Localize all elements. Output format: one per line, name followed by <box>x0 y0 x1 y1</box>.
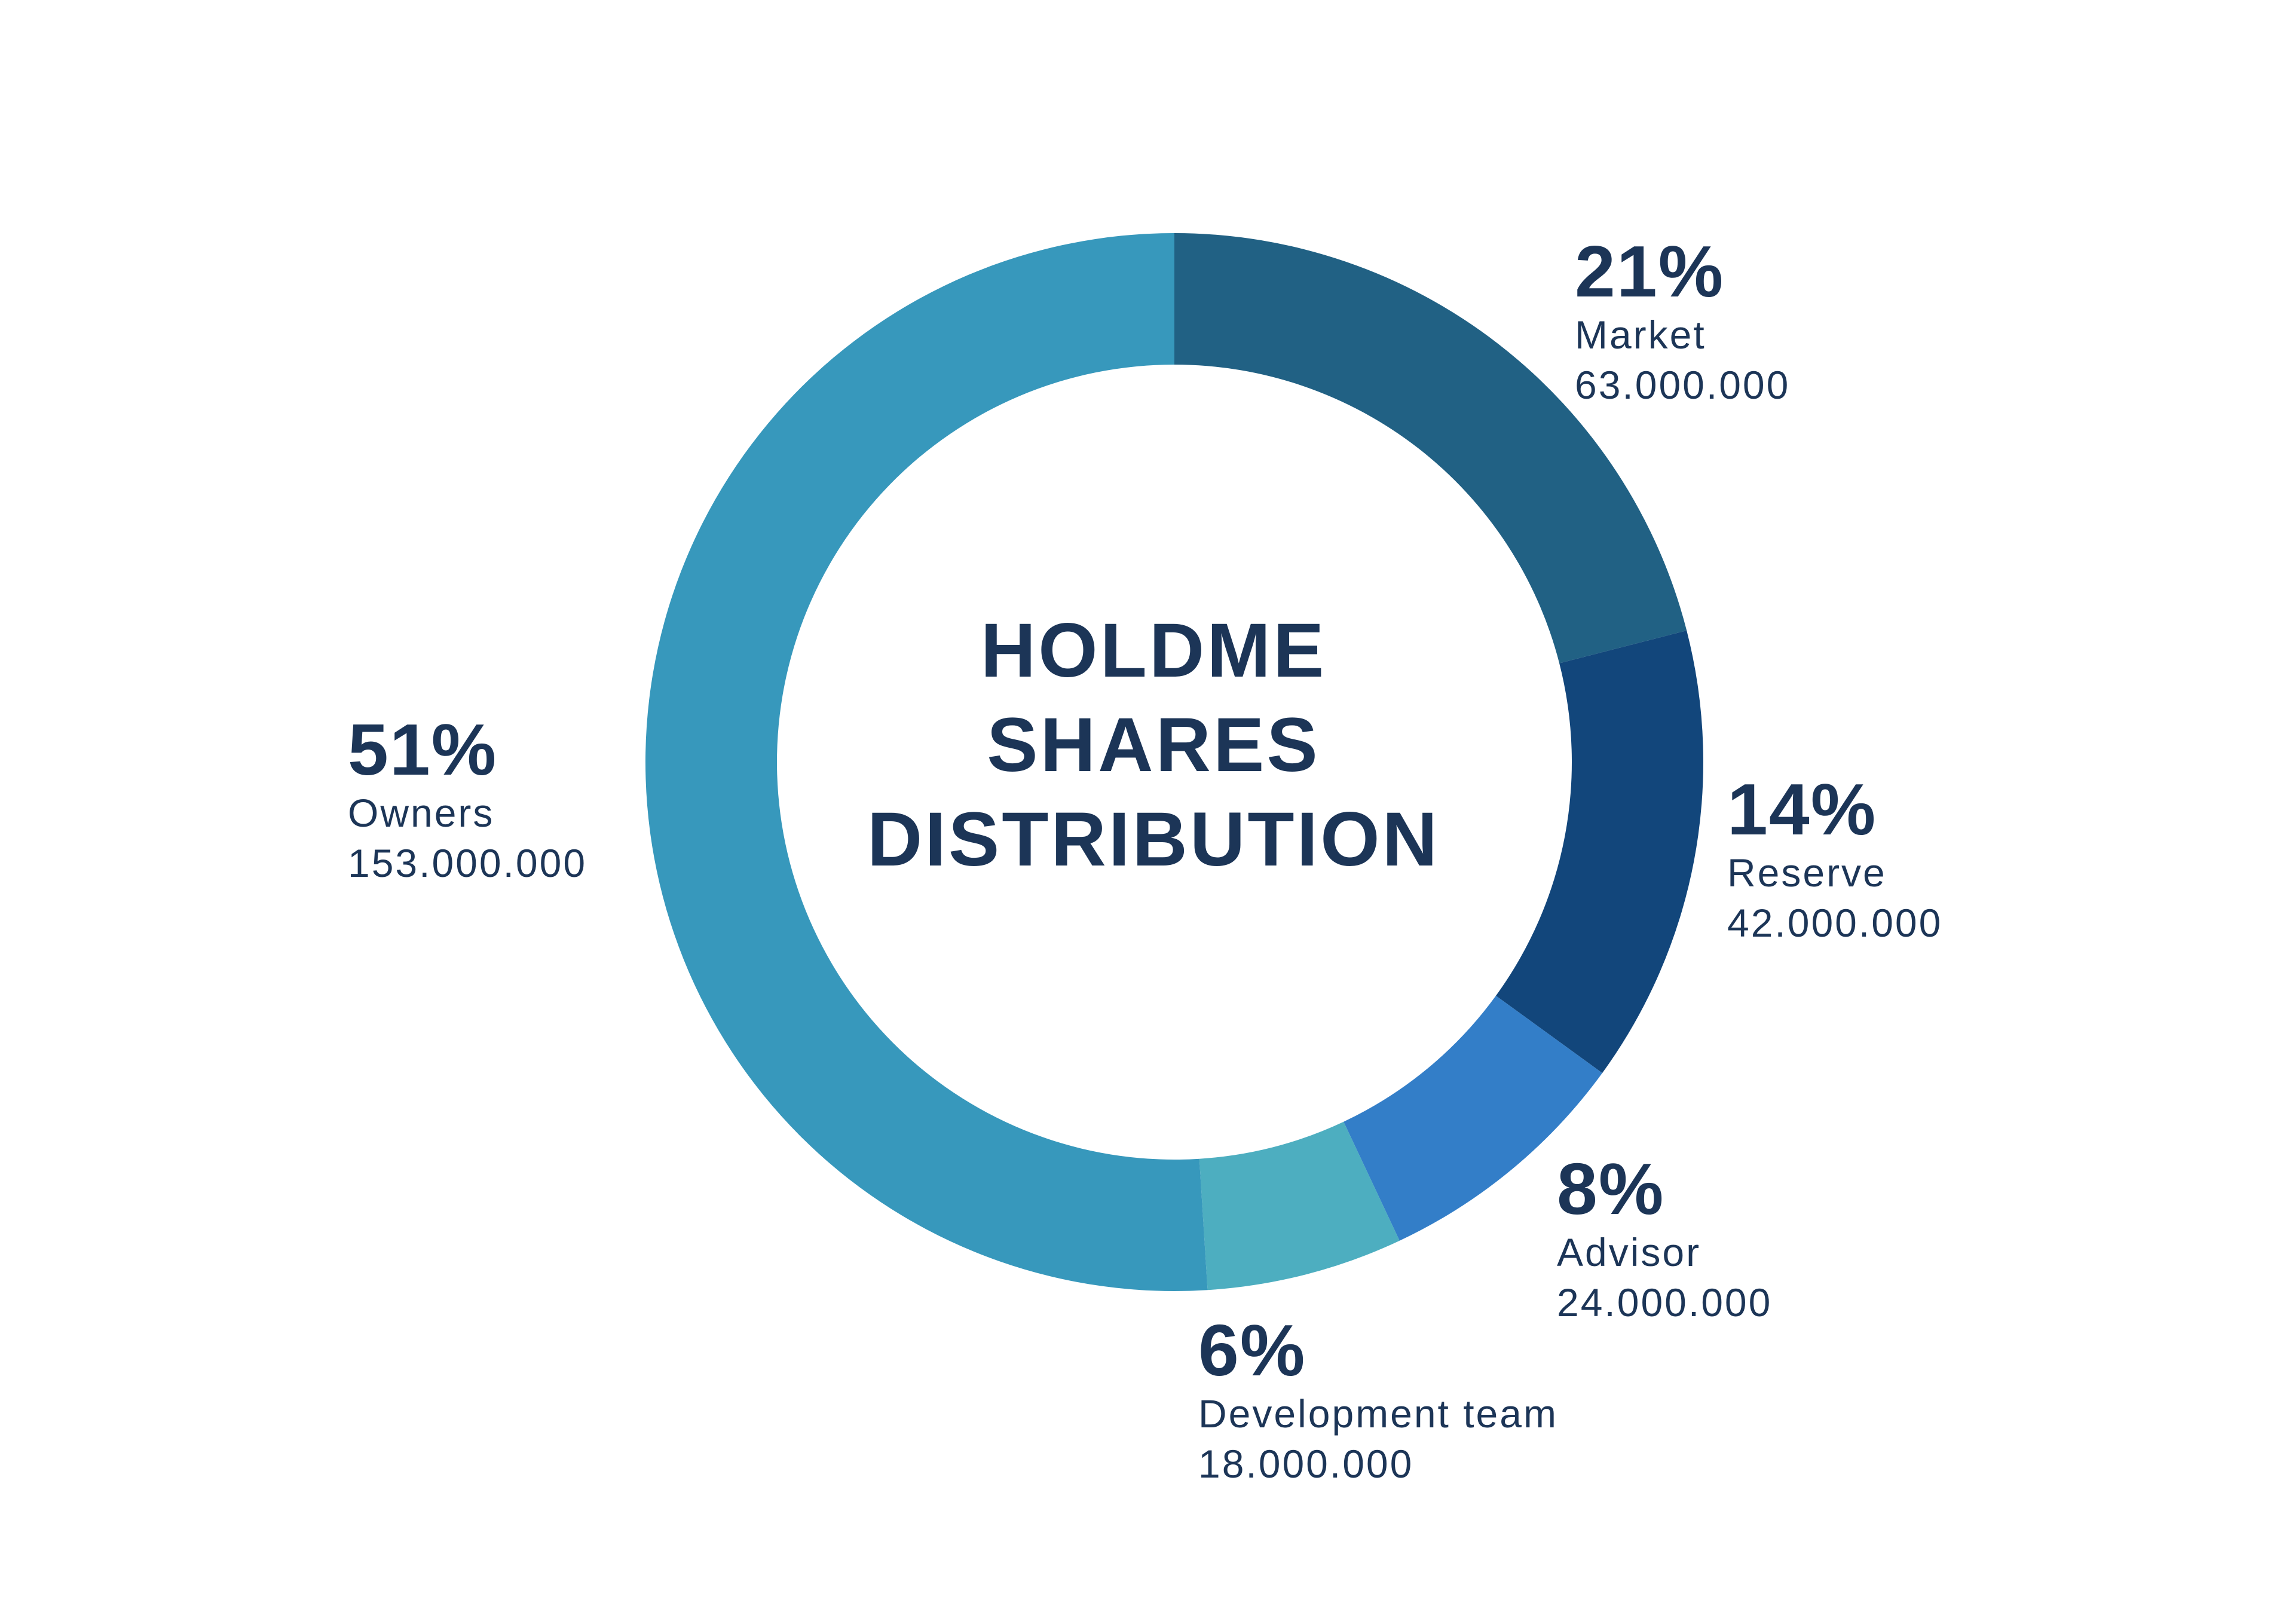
slice-value-owners: 153.000.000 <box>348 841 587 885</box>
donut-slice-owners <box>645 233 1208 1291</box>
slice-percent-advisor: 8% <box>1557 1148 1665 1230</box>
slice-name-advisor: Advisor <box>1557 1230 1702 1274</box>
chart-title: HOLDME SHARES DISTRIBUTION <box>855 604 1452 887</box>
slice-name-market: Market <box>1575 313 1706 357</box>
slice-percent-owners: 51% <box>348 709 498 790</box>
donut-slice-development-team <box>1199 1121 1400 1290</box>
slice-label-owners: 51% Owners 153.000.000 <box>348 711 587 888</box>
slice-value-development-team: 18.000.000 <box>1198 1442 1414 1486</box>
slice-name-reserve: Reserve <box>1727 851 1887 895</box>
slice-percent-market: 21% <box>1575 231 1725 312</box>
donut-slice-advisor <box>1344 995 1602 1241</box>
chart-title-line-2: SHARES <box>987 702 1320 788</box>
slice-label-reserve: 14% Reserve 42.000.000 <box>1727 771 1942 948</box>
chart-title-line-1: HOLDME <box>980 608 1327 693</box>
slice-percent-reserve: 14% <box>1727 769 1877 850</box>
donut-slice-reserve <box>1495 630 1703 1074</box>
slice-name-development-team: Development team <box>1198 1391 1558 1436</box>
chart-title-line-3: DISTRIBUTION <box>867 797 1440 882</box>
slice-percent-development-team: 6% <box>1198 1310 1306 1391</box>
slice-value-reserve: 42.000.000 <box>1727 901 1943 945</box>
slice-label-advisor: 8% Advisor 24.000.000 <box>1557 1151 1772 1328</box>
slice-value-market: 63.000.000 <box>1575 363 1791 407</box>
slice-label-market: 21% Market 63.000.000 <box>1575 233 1790 410</box>
donut-slice-market <box>1174 233 1687 663</box>
slice-value-advisor: 24.000.000 <box>1557 1280 1773 1325</box>
slice-name-owners: Owners <box>348 791 495 835</box>
slice-label-development-team: 6% Development team 18.000.000 <box>1198 1312 1558 1489</box>
